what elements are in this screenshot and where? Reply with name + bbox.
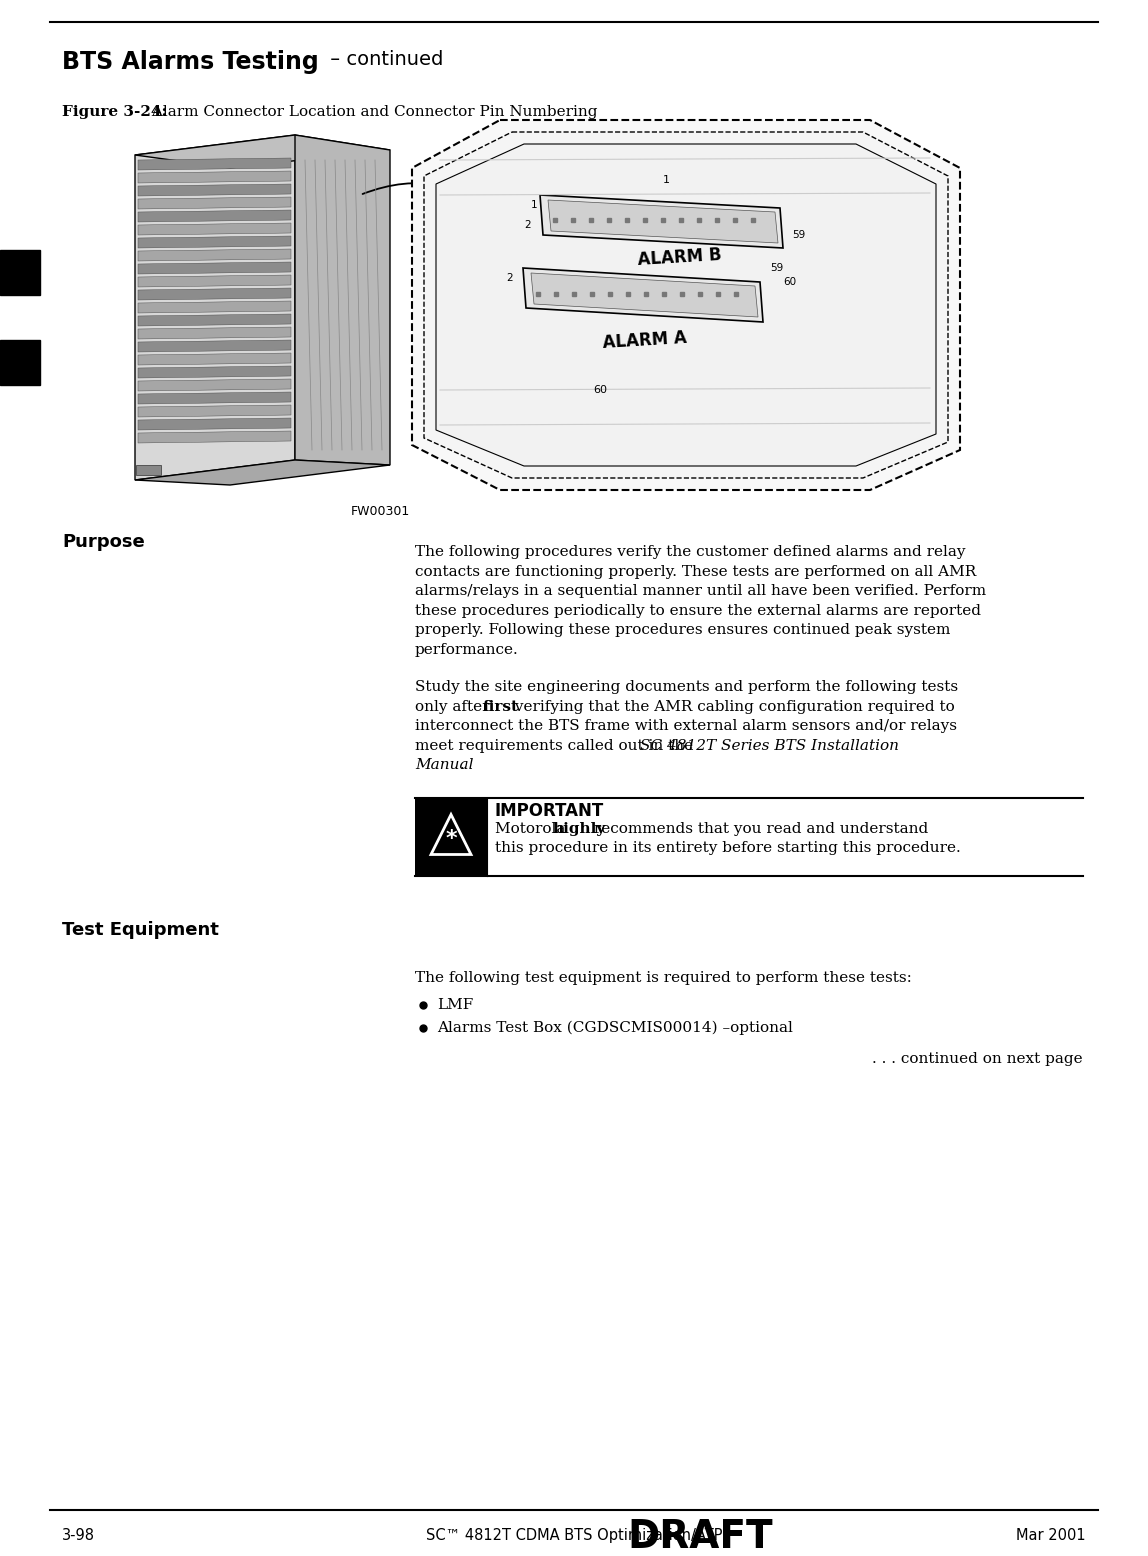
Text: meet requirements called out in the: meet requirements called out in the: [414, 739, 698, 753]
Bar: [0, 341, 40, 384]
Text: interconnect the BTS frame with external alarm sensors and/or relays: interconnect the BTS frame with external…: [414, 719, 957, 733]
Text: this procedure in its entirety before starting this procedure.: this procedure in its entirety before st…: [495, 840, 961, 854]
Text: contacts are functioning properly. These tests are performed on all AMR: contacts are functioning properly. These…: [414, 565, 976, 579]
Polygon shape: [138, 392, 290, 405]
Text: Study the site engineering documents and perform the following tests: Study the site engineering documents and…: [414, 680, 959, 694]
Polygon shape: [138, 261, 290, 274]
Text: ALARM A: ALARM A: [603, 328, 688, 352]
Text: – continued: – continued: [324, 50, 443, 68]
Text: only after: only after: [414, 700, 495, 714]
Text: *: *: [445, 828, 457, 848]
Polygon shape: [138, 353, 290, 366]
Polygon shape: [138, 300, 290, 313]
Text: The following procedures verify the customer defined alarms and relay: The following procedures verify the cust…: [414, 545, 965, 559]
Text: .: .: [460, 758, 465, 772]
Polygon shape: [138, 327, 290, 339]
Text: verifying that the AMR cabling configuration required to: verifying that the AMR cabling configura…: [510, 700, 955, 714]
Polygon shape: [138, 223, 290, 235]
Polygon shape: [532, 272, 758, 317]
Text: Purpose: Purpose: [62, 534, 145, 551]
Polygon shape: [295, 135, 390, 465]
Polygon shape: [424, 132, 948, 478]
Polygon shape: [548, 201, 778, 243]
Text: SC™ 4812T CDMA BTS Optimization/ATP: SC™ 4812T CDMA BTS Optimization/ATP: [426, 1528, 722, 1544]
Text: Motorola: Motorola: [495, 822, 571, 836]
Polygon shape: [540, 194, 783, 247]
Polygon shape: [138, 249, 290, 261]
Polygon shape: [138, 380, 290, 391]
Polygon shape: [138, 314, 290, 327]
Text: alarms/relays in a sequential manner until all have been verified. Perform: alarms/relays in a sequential manner unt…: [414, 584, 986, 598]
Text: 3-98: 3-98: [62, 1528, 95, 1544]
Text: Test Equipment: Test Equipment: [62, 921, 219, 938]
Polygon shape: [135, 135, 295, 479]
Text: properly. Following these procedures ensures continued peak system: properly. Following these procedures ens…: [414, 622, 951, 636]
Polygon shape: [135, 461, 390, 485]
Polygon shape: [138, 341, 290, 352]
Text: IMPORTANT: IMPORTANT: [495, 801, 604, 820]
Polygon shape: [412, 120, 960, 490]
Text: Manual: Manual: [414, 758, 473, 772]
Polygon shape: [523, 268, 763, 322]
Text: Mar 2001: Mar 2001: [1016, 1528, 1086, 1544]
Text: SC 4812T Series BTS Installation: SC 4812T Series BTS Installation: [639, 739, 899, 753]
Text: 1: 1: [530, 201, 537, 210]
Text: 60: 60: [594, 384, 607, 395]
Text: these procedures periodically to ensure the external alarms are reported: these procedures periodically to ensure …: [414, 604, 982, 618]
Text: first: first: [483, 700, 519, 714]
Polygon shape: [138, 210, 290, 223]
Text: highly: highly: [553, 822, 606, 836]
Polygon shape: [436, 145, 936, 465]
Polygon shape: [138, 275, 290, 286]
FancyArrowPatch shape: [363, 184, 506, 227]
Text: DRAFT: DRAFT: [627, 1519, 773, 1556]
Polygon shape: [138, 198, 290, 209]
Text: LMF: LMF: [437, 997, 473, 1011]
Polygon shape: [138, 159, 290, 170]
Text: 1: 1: [662, 174, 669, 185]
Text: Alarms Test Box (CGDSCMIS00014) –optional: Alarms Test Box (CGDSCMIS00014) –optiona…: [437, 1021, 793, 1035]
Text: 2: 2: [525, 219, 532, 230]
Text: 59: 59: [792, 230, 805, 240]
Polygon shape: [138, 184, 290, 196]
Polygon shape: [138, 431, 290, 443]
Text: Alarm Connector Location and Connector Pin Numbering: Alarm Connector Location and Connector P…: [147, 104, 597, 118]
Bar: [414, 798, 487, 876]
Text: 60: 60: [783, 277, 796, 286]
Text: Figure 3-24:: Figure 3-24:: [62, 104, 168, 118]
Text: ALARM B: ALARM B: [637, 246, 722, 269]
Polygon shape: [138, 171, 290, 184]
Polygon shape: [138, 419, 290, 429]
Polygon shape: [138, 237, 290, 247]
Text: . . . continued on next page: . . . continued on next page: [872, 1052, 1083, 1066]
Text: 59: 59: [770, 263, 783, 272]
Text: BTS Alarms Testing: BTS Alarms Testing: [62, 50, 319, 75]
Polygon shape: [135, 135, 390, 168]
Polygon shape: [138, 405, 290, 417]
Text: The following test equipment is required to perform these tests:: The following test equipment is required…: [414, 971, 912, 985]
Polygon shape: [138, 366, 290, 378]
Text: recommends that you read and understand: recommends that you read and understand: [589, 822, 929, 836]
Text: 3: 3: [11, 341, 29, 364]
Text: 2: 2: [506, 272, 513, 283]
Text: FW00301: FW00301: [350, 506, 410, 518]
Bar: [135, 465, 161, 475]
Bar: [0, 251, 40, 296]
Polygon shape: [138, 288, 290, 300]
Text: performance.: performance.: [414, 643, 519, 657]
